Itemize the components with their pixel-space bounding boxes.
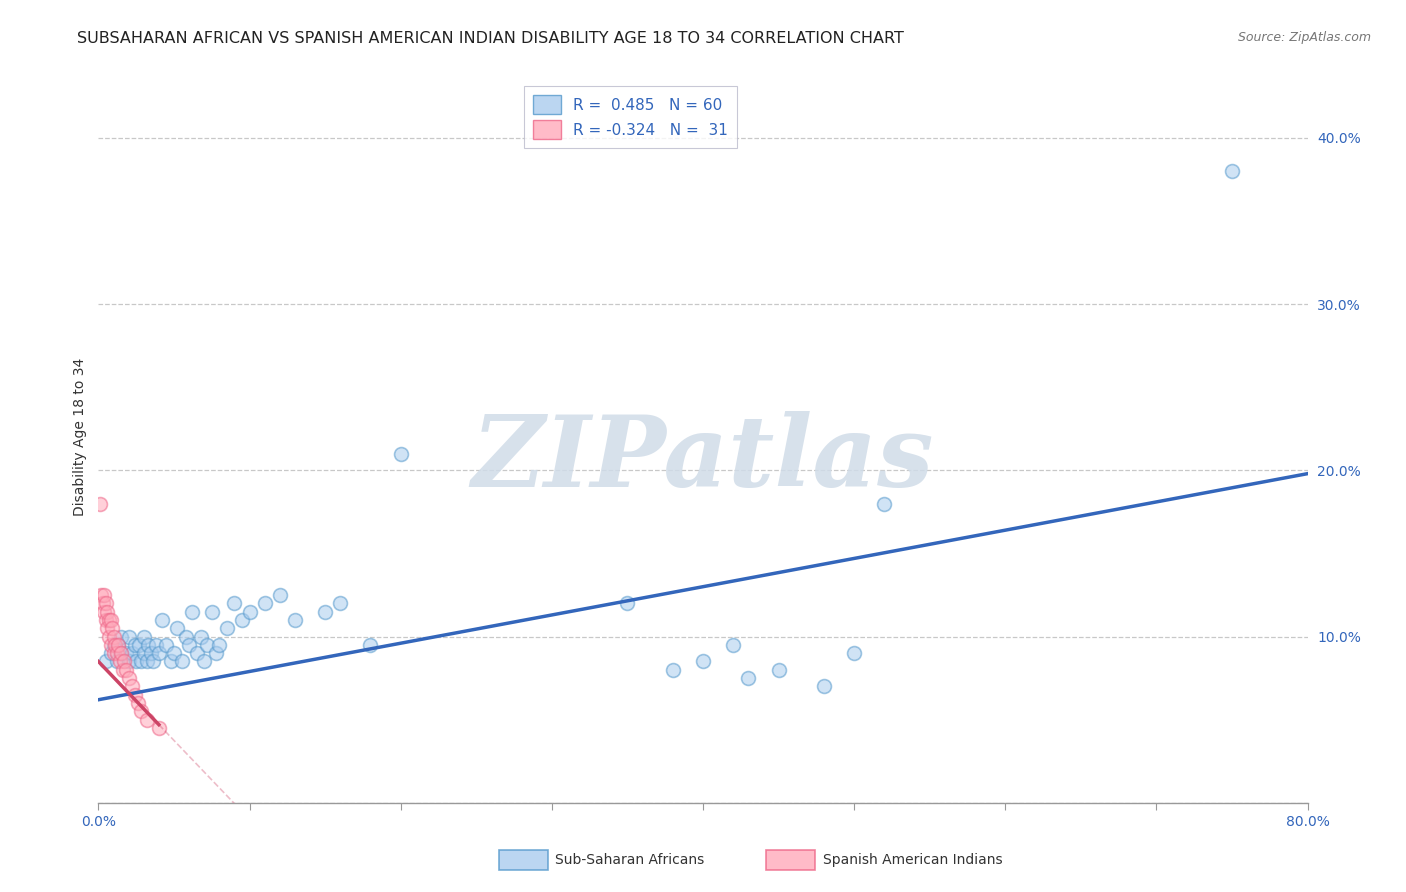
Point	[93, 605, 115, 619]
Point	[128, 638, 150, 652]
Legend: R =  0.485   N = 60, R = -0.324   N =  31: R = 0.485 N = 60, R = -0.324 N = 31	[524, 87, 737, 148]
Point	[104, 638, 127, 652]
Point	[94, 655, 117, 669]
Point	[231, 613, 253, 627]
Point	[103, 646, 125, 660]
Point	[174, 630, 197, 644]
Point	[110, 630, 132, 644]
Point	[121, 646, 143, 660]
Point	[90, 588, 112, 602]
Point	[284, 613, 307, 627]
Text: Sub-Saharan Africans: Sub-Saharan Africans	[555, 853, 704, 867]
Point	[141, 646, 163, 660]
Point	[103, 638, 125, 652]
Point	[96, 605, 118, 619]
Text: Spanish American Indians: Spanish American Indians	[823, 853, 1002, 867]
Point	[269, 588, 291, 602]
Point	[105, 646, 128, 660]
Point	[166, 621, 188, 635]
Point	[253, 596, 276, 610]
Point	[132, 646, 155, 660]
Point	[108, 655, 131, 669]
Point	[179, 638, 201, 652]
Point	[160, 655, 183, 669]
Point	[100, 646, 122, 660]
Point	[329, 596, 352, 610]
Point	[100, 638, 122, 652]
Point	[110, 646, 132, 660]
Point	[155, 638, 177, 652]
Point	[224, 596, 246, 610]
Text: SUBSAHARAN AFRICAN VS SPANISH AMERICAN INDIAN DISABILITY AGE 18 TO 34 CORRELATIO: SUBSAHARAN AFRICAN VS SPANISH AMERICAN I…	[77, 31, 904, 46]
Point	[127, 696, 149, 710]
Point	[239, 605, 262, 619]
Point	[389, 447, 412, 461]
Point	[737, 671, 759, 685]
Point	[96, 621, 118, 635]
Point	[181, 605, 204, 619]
Point	[135, 713, 157, 727]
Point	[150, 613, 173, 627]
Point	[360, 638, 382, 652]
Point	[195, 638, 218, 652]
Point	[193, 655, 215, 669]
Point	[148, 721, 170, 735]
Point	[768, 663, 790, 677]
Point	[616, 596, 638, 610]
Point	[813, 680, 835, 694]
Point	[148, 646, 170, 660]
Point	[107, 638, 129, 652]
Point	[692, 655, 714, 669]
Point	[110, 646, 132, 660]
Point	[190, 630, 212, 644]
Point	[121, 680, 143, 694]
Point	[112, 655, 135, 669]
Point	[98, 630, 121, 644]
Point	[118, 630, 141, 644]
Point	[93, 588, 115, 602]
Point	[94, 613, 117, 627]
Point	[136, 638, 159, 652]
Point	[98, 613, 121, 627]
Y-axis label: Disability Age 18 to 34: Disability Age 18 to 34	[73, 358, 87, 516]
Point	[118, 671, 141, 685]
Point	[111, 663, 134, 677]
Point	[170, 655, 193, 669]
Point	[129, 705, 152, 719]
Point	[723, 638, 745, 652]
Text: Source: ZipAtlas.com: Source: ZipAtlas.com	[1237, 31, 1371, 45]
Point	[105, 655, 128, 669]
Point	[186, 646, 208, 660]
Point	[135, 655, 157, 669]
Point	[124, 688, 146, 702]
Point	[205, 646, 228, 660]
Point	[124, 638, 146, 652]
Point	[89, 497, 111, 511]
Point	[132, 630, 155, 644]
Point	[94, 596, 117, 610]
Point	[145, 638, 167, 652]
Point	[91, 596, 114, 610]
Point	[118, 655, 141, 669]
Text: ZIPatlas: ZIPatlas	[472, 411, 934, 508]
Point	[107, 638, 129, 652]
Point	[129, 655, 152, 669]
Point	[142, 655, 165, 669]
Point	[215, 621, 238, 635]
Point	[844, 646, 866, 660]
Point	[100, 613, 122, 627]
Point	[1220, 164, 1243, 178]
Point	[208, 638, 231, 652]
Point	[314, 605, 336, 619]
Point	[114, 663, 136, 677]
Point	[163, 646, 186, 660]
Point	[103, 630, 125, 644]
Point	[114, 646, 136, 660]
Point	[201, 605, 224, 619]
Point	[125, 655, 148, 669]
Point	[101, 621, 124, 635]
Point	[661, 663, 683, 677]
Point	[873, 497, 896, 511]
